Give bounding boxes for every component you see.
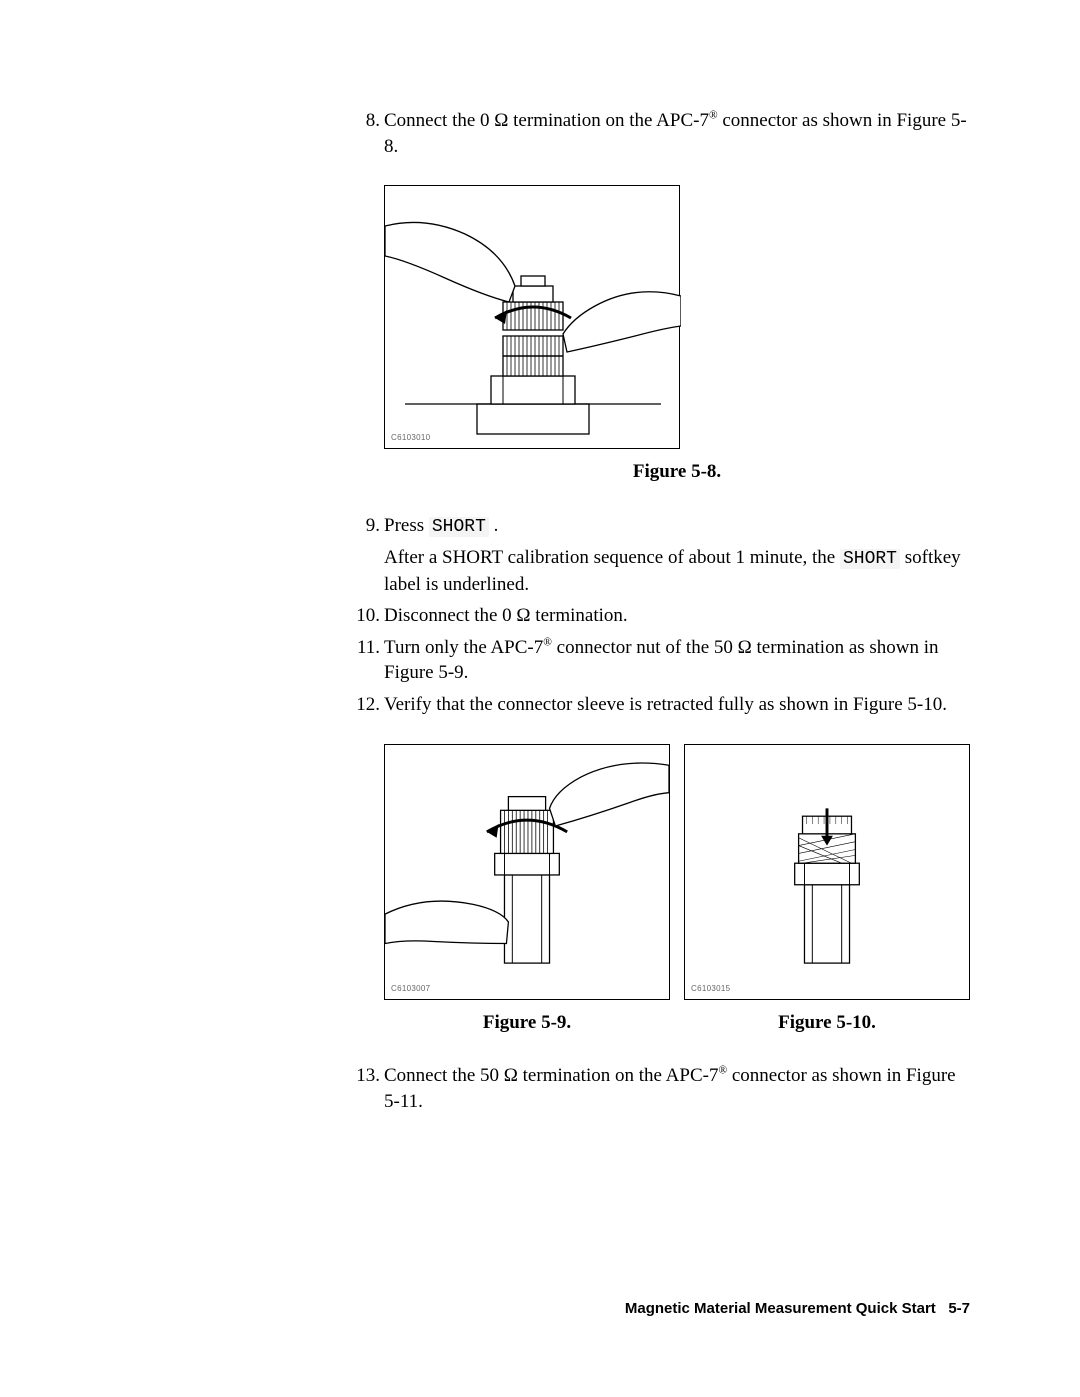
- reg-mark-3: ®: [718, 1065, 727, 1077]
- step-10-text: Disconnect the 0 Ω termination.: [384, 605, 628, 626]
- figure-5-9-10-block: C6103007 Figure 5-9.: [384, 744, 970, 1036]
- figure-5-9-id: C6103007: [391, 984, 430, 995]
- figure-5-9-image: C6103007: [384, 744, 670, 1000]
- page: 8. Connect the 0 Ω termination on the AP…: [0, 0, 1080, 1397]
- step-12-text: Verify that the connector sleeve is retr…: [384, 694, 947, 715]
- reg-mark: ®: [709, 110, 718, 122]
- step-8-number: 8.: [342, 108, 380, 134]
- figure-5-8-image: C6103010: [384, 185, 680, 449]
- step-11-number: 11.: [342, 635, 380, 661]
- step-13: 13. Connect the 50 Ω termination on the …: [358, 1063, 970, 1114]
- step-10-number: 10.: [342, 603, 380, 629]
- figure-5-8-id: C6103010: [391, 433, 430, 444]
- figure-5-10-image: C6103015: [684, 744, 970, 1000]
- step-9-subtext: After a SHORT calibration sequence of ab…: [384, 545, 970, 597]
- step-10: 10. Disconnect the 0 Ω termination.: [358, 603, 970, 629]
- figure-5-10-cell: C6103015 Figure 5-10.: [684, 744, 970, 1036]
- figure-5-9-cell: C6103007 Figure 5-9.: [384, 744, 670, 1036]
- step-8-text-a: Connect the 0 Ω termination on the APC-7: [384, 110, 709, 131]
- figure-5-9-caption: Figure 5-9.: [384, 1010, 670, 1036]
- step-12: 12. Verify that the connector sleeve is …: [358, 692, 970, 1035]
- step-8: 8. Connect the 0 Ω termination on the AP…: [358, 108, 970, 485]
- figure-5-8-block: C6103010 Figure 5-8.: [384, 185, 970, 485]
- step-9-number: 9.: [342, 513, 380, 539]
- step-11: 11. Turn only the APC-7® connector nut o…: [358, 635, 970, 686]
- figure-5-10-svg: [685, 745, 969, 1001]
- figure-5-9-svg: [385, 745, 669, 1001]
- step-9-sub-a: After a SHORT calibration sequence of ab…: [384, 547, 840, 568]
- footer-title: Magnetic Material Measurement Quick Star…: [625, 1300, 936, 1317]
- reg-mark-2: ®: [543, 636, 552, 648]
- step-13-number: 13.: [342, 1063, 380, 1089]
- footer-page: 5-7: [948, 1300, 970, 1317]
- step-9-text-a: Press: [384, 515, 429, 536]
- figure-5-10-caption: Figure 5-10.: [684, 1010, 970, 1036]
- figure-5-10-id: C6103015: [691, 984, 730, 995]
- step-9: 9. Press SHORT . After a SHORT calibrati…: [358, 513, 970, 597]
- procedure-list: 8. Connect the 0 Ω termination on the AP…: [358, 108, 970, 1115]
- short-softkey-2: SHORT: [840, 549, 900, 569]
- figure-5-8-svg: [385, 186, 681, 450]
- short-softkey: SHORT: [429, 517, 489, 537]
- step-11-text-a: Turn only the APC-7: [384, 637, 543, 658]
- step-12-number: 12.: [342, 692, 380, 718]
- page-footer: Magnetic Material Measurement Quick Star…: [625, 1300, 970, 1317]
- step-13-text-a: Connect the 50 Ω termination on the APC-…: [384, 1065, 718, 1086]
- figure-5-8-caption: Figure 5-8.: [384, 459, 970, 485]
- step-9-text-b: .: [489, 515, 499, 536]
